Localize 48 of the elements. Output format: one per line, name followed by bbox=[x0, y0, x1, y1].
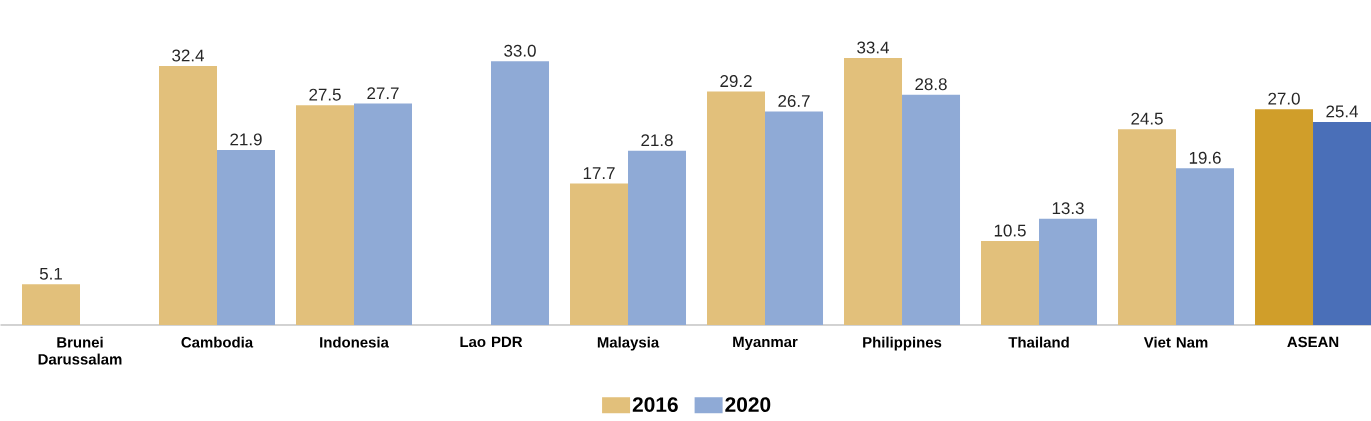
bar bbox=[981, 241, 1040, 325]
bar bbox=[844, 58, 903, 325]
data-label: 33.0 bbox=[504, 44, 536, 57]
data-label: 5.1 bbox=[39, 267, 62, 280]
data-label: 21.8 bbox=[641, 134, 673, 147]
bar bbox=[1039, 218, 1098, 325]
data-label: 24.5 bbox=[1131, 112, 1163, 125]
bar bbox=[354, 103, 412, 325]
data-label: 19.6 bbox=[1189, 151, 1221, 164]
bar bbox=[1313, 121, 1371, 325]
data-label: 13.3 bbox=[1052, 202, 1084, 215]
data-label: 26.7 bbox=[778, 95, 810, 108]
data-label: 27.5 bbox=[309, 88, 341, 101]
data-label: 17.7 bbox=[583, 167, 615, 179]
bar bbox=[707, 91, 766, 325]
x-tick-label: ASEAN bbox=[1287, 336, 1339, 348]
x-tick-label: Brunei Darussalam bbox=[38, 336, 122, 365]
x-tick-label: Lao PDR bbox=[460, 336, 523, 348]
data-label: 29.2 bbox=[720, 75, 752, 88]
bar bbox=[217, 149, 275, 325]
x-tick-label: Cambodia bbox=[181, 336, 254, 348]
bar bbox=[22, 284, 80, 325]
x-tick-label: Indonesia bbox=[320, 336, 389, 348]
x-tick-label: Philippines bbox=[863, 336, 942, 351]
data-label: 21.9 bbox=[230, 133, 262, 146]
x-tick-label: Malaysia bbox=[597, 336, 660, 351]
data-label: 32.4 bbox=[172, 49, 204, 62]
bar bbox=[1255, 109, 1314, 325]
bar bbox=[1118, 129, 1177, 325]
bar bbox=[159, 65, 217, 325]
bar bbox=[296, 105, 354, 325]
data-label: 10.5 bbox=[994, 224, 1026, 237]
bar bbox=[1176, 168, 1235, 325]
data-label: 25.4 bbox=[1326, 105, 1358, 118]
bar bbox=[570, 183, 629, 325]
legend-label: 2016 bbox=[632, 397, 678, 412]
data-label: 27.0 bbox=[1268, 92, 1300, 105]
x-tick-label: Viet Nam bbox=[1143, 336, 1208, 348]
data-label: 27.7 bbox=[367, 87, 399, 100]
data-label: 28.8 bbox=[915, 78, 947, 91]
x-tick-label: Myanmar bbox=[733, 336, 798, 351]
bar bbox=[902, 94, 961, 325]
bar bbox=[628, 150, 687, 325]
bar bbox=[491, 61, 550, 325]
x-tick-label: Thailand bbox=[1008, 336, 1069, 348]
legend-label: 2020 bbox=[725, 397, 771, 412]
data-label: 33.4 bbox=[857, 41, 889, 54]
bar bbox=[765, 111, 824, 325]
